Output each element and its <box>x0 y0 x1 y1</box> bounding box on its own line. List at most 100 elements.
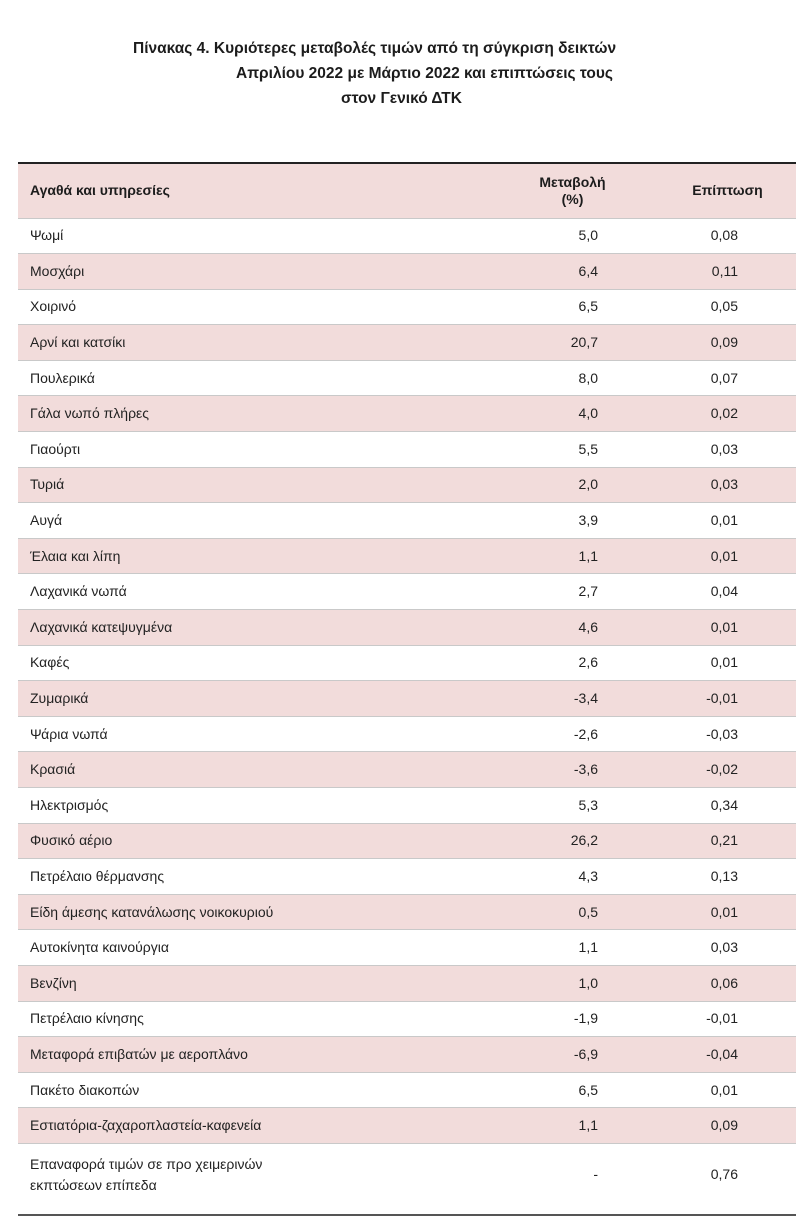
row-name: Πουλερικά <box>30 369 95 386</box>
row-impact: 0,02 <box>710 405 738 422</box>
row-impact: 0,13 <box>710 867 738 884</box>
table-row: Μοσχάρι 6,4 0,11 <box>18 253 796 290</box>
row-name: Λαχανικά νωπά <box>30 583 127 600</box>
table-row: Λαχανικά κατεψυγμένα 4,6 0,01 <box>18 609 796 646</box>
row-impact: 0,03 <box>710 440 738 457</box>
row-impact: -0,04 <box>706 1045 738 1062</box>
row-name: Πετρέλαιο κίνησης <box>30 1010 144 1027</box>
row-change: 2,7 <box>578 583 598 600</box>
row-impact: -0,03 <box>706 725 738 742</box>
row-change: 5,5 <box>578 440 598 457</box>
row-name: Μοσχάρι <box>30 262 85 279</box>
price-changes-table: Αγαθά και υπηρεσίες Μεταβολή (%) Επίπτωσ… <box>18 162 796 1205</box>
row-name: Ζυμαρικά <box>30 690 89 707</box>
row-name: Αυτοκίνητα καινούργια <box>30 939 169 956</box>
row-name: Είδη άμεσης κατανάλωσης νοικοκυριού <box>30 903 274 920</box>
header-impact: Επίπτωση <box>640 162 796 218</box>
row-name-line-1: Επαναφορά τιμών σε προ χειμερινών <box>30 1155 263 1172</box>
row-impact: 0,06 <box>710 974 738 991</box>
row-name-line-2: εκπτώσεων επίπεδα <box>30 1176 157 1193</box>
row-name: Λαχανικά κατεψυγμένα <box>30 618 173 635</box>
row-impact: 0,01 <box>710 654 738 671</box>
row-change: 4,3 <box>578 867 598 884</box>
table-row: Καφές 2,6 0,01 <box>18 645 796 681</box>
row-change: 1,1 <box>578 1117 598 1134</box>
header-change-line-1: Μεταβολή <box>539 173 606 190</box>
header-item: Αγαθά και υπηρεσίες <box>18 162 488 218</box>
table-row: Κρασιά -3,6 -0,02 <box>18 751 796 788</box>
row-name: Ψάρια νωπά <box>30 725 108 742</box>
row-change: 20,7 <box>570 334 598 351</box>
row-impact: 0,03 <box>710 939 738 956</box>
table-row: Λαχανικά νωπά 2,7 0,04 <box>18 573 796 610</box>
table-row: Πουλερικά 8,0 0,07 <box>18 360 796 396</box>
row-impact: 0,04 <box>710 583 738 600</box>
row-name: Πετρέλαιο θέρμανσης <box>30 867 165 884</box>
row-name: Χοιρινό <box>30 298 77 315</box>
row-change: 26,2 <box>570 832 598 849</box>
row-impact: 0,21 <box>710 832 738 849</box>
row-change: 6,5 <box>578 298 598 315</box>
row-impact: -0,01 <box>706 690 738 707</box>
row-change: 2,0 <box>578 476 598 493</box>
row-change: -6,9 <box>573 1045 598 1062</box>
row-impact: 0,09 <box>710 334 738 351</box>
table-row: Ζυμαρικά -3,4 -0,01 <box>18 680 796 717</box>
title-line-3: στον Γενικό ΔΤΚ <box>341 90 462 107</box>
row-name: Καφές <box>30 654 70 671</box>
row-impact: 0,11 <box>711 262 738 279</box>
row-impact: 0,34 <box>710 796 738 813</box>
table-row: Μεταφορά επιβατών με αεροπλάνο -6,9 -0,04 <box>18 1036 796 1073</box>
table-row: Πετρέλαιο κίνησης -1,9 -0,01 <box>18 1001 796 1037</box>
table-row: Χοιρινό 6,5 0,05 <box>18 289 796 325</box>
header-change-line-2: (%) <box>561 190 584 207</box>
row-impact: 0,01 <box>710 547 738 564</box>
table-row: Φυσικό αέριο 26,2 0,21 <box>18 823 796 859</box>
row-name: Κρασιά <box>30 761 76 778</box>
row-impact: 0,01 <box>710 618 738 635</box>
table-row: Γιαούρτι 5,5 0,03 <box>18 431 796 468</box>
table-row: Ηλεκτρισμός 5,3 0,34 <box>18 787 796 824</box>
row-name: Πακέτο διακοπών <box>30 1081 140 1098</box>
table-row: Αυτοκίνητα καινούργια 1,1 0,03 <box>18 929 796 966</box>
row-name: Φυσικό αέριο <box>30 832 113 849</box>
title-line-2: Απριλίου 2022 με Μάρτιο 2022 και επιπτώσ… <box>236 65 613 82</box>
row-change: 4,0 <box>578 405 598 422</box>
row-change: 8,0 <box>578 369 598 386</box>
table-row: Αυγά 3,9 0,01 <box>18 502 796 539</box>
table-row-restoration: Επαναφορά τιμών σε προ χειμερινών εκπτώσ… <box>18 1143 796 1205</box>
row-impact: 0,01 <box>710 512 738 529</box>
row-change: -1,9 <box>573 1010 598 1027</box>
row-change: 6,4 <box>578 262 598 279</box>
row-change: 4,6 <box>578 618 598 635</box>
row-impact: 0,05 <box>710 298 738 315</box>
table-row: Είδη άμεσης κατανάλωσης νοικοκυριού 0,5 0,… <box>18 894 796 930</box>
row-change: 1,1 <box>578 939 598 956</box>
row-name: Επαναφορά τιμών σε προ χειμερινών εκπτώσ… <box>18 1143 488 1205</box>
row-impact: 0,09 <box>710 1117 738 1134</box>
row-impact: 0,01 <box>710 903 738 920</box>
row-impact: 0,08 <box>710 227 738 244</box>
row-change: 5,3 <box>578 796 598 813</box>
row-change: -3,6 <box>573 761 598 778</box>
row-change: -3,4 <box>573 690 598 707</box>
row-impact: 0,07 <box>710 369 738 386</box>
row-impact: 0,03 <box>710 476 738 493</box>
table-row: Τυριά 2,0 0,03 <box>18 467 796 503</box>
row-name: Ψωμί <box>30 227 64 244</box>
table-row: Εστιατόρια-ζαχαροπλαστεία-καφενεία 1,1 0,0… <box>18 1107 796 1144</box>
row-name: Γιαούρτι <box>30 440 81 457</box>
table-row: Πακέτο διακοπών 6,5 0,01 <box>18 1072 796 1108</box>
header-change: Μεταβολή (%) <box>488 162 640 218</box>
row-change: 6,5 <box>578 1081 598 1098</box>
row-name: Αρνί και κατσίκι <box>30 334 126 351</box>
row-name: Αυγά <box>30 512 63 529</box>
row-name: Μεταφορά επιβατών με αεροπλάνο <box>30 1045 248 1062</box>
row-change: - <box>593 1166 598 1183</box>
row-name: Βενζίνη <box>30 974 77 991</box>
table-header-row: Αγαθά και υπηρεσίες Μεταβολή (%) Επίπτωσ… <box>18 162 796 218</box>
row-change: 1,0 <box>578 974 598 991</box>
row-name: Γάλα νωπό πλήρες <box>30 405 150 422</box>
table-row: Αρνί και κατσίκι 20,7 0,09 <box>18 324 796 361</box>
row-impact: -0,02 <box>706 761 738 778</box>
